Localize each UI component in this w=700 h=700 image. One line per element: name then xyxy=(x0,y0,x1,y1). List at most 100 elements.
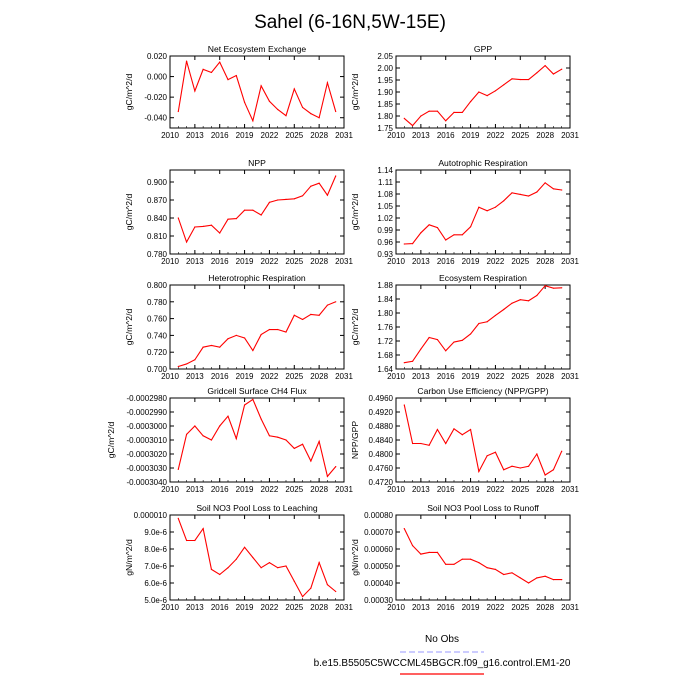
x-tick-label: 2031 xyxy=(561,131,579,140)
data-point xyxy=(335,175,337,177)
data-point xyxy=(210,71,213,74)
y-tick-label: 1.72 xyxy=(377,337,393,346)
data-point xyxy=(285,565,287,567)
y-tick-label: 0.4960 xyxy=(369,394,394,403)
panel-title: Net Ecosystem Exchange xyxy=(208,44,307,54)
data-point xyxy=(511,192,513,194)
y-tick-label: 0.4800 xyxy=(369,450,394,459)
data-point xyxy=(177,468,179,470)
x-tick-label: 2013 xyxy=(186,485,204,494)
data-point xyxy=(243,101,246,103)
data-point xyxy=(494,206,497,208)
panel-title: Carbon Use Efficiency (NPP/GPP) xyxy=(417,386,548,396)
data-point xyxy=(268,562,271,564)
x-tick-label: 2013 xyxy=(186,372,204,381)
data-point xyxy=(194,359,196,361)
data-point xyxy=(268,328,271,331)
y-tick-label: -0.0003040 xyxy=(127,478,168,487)
y-tick-label: 0.780 xyxy=(147,298,168,307)
data-point xyxy=(235,558,237,560)
data-point xyxy=(527,195,530,197)
data-point xyxy=(293,88,295,90)
data-point xyxy=(194,539,196,542)
data-point xyxy=(552,188,555,190)
data-point xyxy=(301,443,304,445)
data-point xyxy=(202,528,204,530)
data-point xyxy=(243,337,246,339)
series-line xyxy=(404,285,562,364)
legend-model-label: b.e15.B5505C5WCCML45BGCR.f09_g16.control… xyxy=(314,658,571,669)
data-point xyxy=(561,189,563,191)
y-tick-label: -0.0003030 xyxy=(127,464,168,473)
x-tick-label: 2010 xyxy=(387,131,405,140)
data-point xyxy=(326,584,329,586)
data-point xyxy=(436,339,439,341)
series-line xyxy=(177,60,337,123)
x-tick-label: 2028 xyxy=(536,131,554,140)
chart-panel: Autotrophic Respiration 2010 2013 2016 2019 2… xyxy=(350,158,579,266)
x-tick-label: 2016 xyxy=(437,485,455,494)
panel-title: Soil NO3 Pool Loss to Leaching xyxy=(196,503,318,513)
data-point xyxy=(536,72,538,74)
x-tick-label: 2025 xyxy=(511,131,529,140)
y-tick-label: 1.64 xyxy=(377,365,393,374)
data-point xyxy=(202,68,204,70)
data-point xyxy=(445,442,447,445)
data-point xyxy=(469,333,472,335)
y-tick-label: 8.0e-6 xyxy=(144,545,167,554)
x-tick-label: 2031 xyxy=(561,485,579,494)
x-tick-label: 2013 xyxy=(186,603,204,612)
data-point xyxy=(285,198,287,200)
data-point xyxy=(310,113,312,115)
data-point xyxy=(277,567,279,569)
y-tick-label: 0.870 xyxy=(147,196,168,205)
x-tick-label: 2013 xyxy=(186,257,204,266)
data-point xyxy=(411,360,414,362)
data-point xyxy=(420,232,422,234)
x-tick-label: 2025 xyxy=(511,485,529,494)
data-point xyxy=(436,551,439,554)
data-point xyxy=(403,528,405,530)
x-tick-label: 2019 xyxy=(462,131,480,140)
y-axis-label: gC/m^2/d xyxy=(350,309,360,346)
x-tick-label: 2025 xyxy=(511,603,529,612)
data-point xyxy=(453,428,455,430)
x-tick-label: 2010 xyxy=(161,257,179,266)
y-tick-label: 1.80 xyxy=(377,309,393,318)
x-tick-label: 2028 xyxy=(310,257,328,266)
x-tick-label: 2025 xyxy=(285,603,303,612)
data-point xyxy=(335,301,337,303)
panel-title: Ecosystem Respiration xyxy=(439,273,527,283)
data-point xyxy=(219,61,221,63)
data-point xyxy=(453,111,455,113)
y-tick-label: 1.85 xyxy=(377,100,393,109)
chart-panel: Heterotrophic Respiration 2010 2013 2016 201… xyxy=(124,273,353,381)
data-point xyxy=(428,224,430,226)
data-point xyxy=(552,73,555,75)
chart-panel: Soil NO3 Pool Loss to Runoff 2010 2013 2016… xyxy=(350,503,579,612)
x-tick-label: 2025 xyxy=(285,485,303,494)
x-tick-label: 2016 xyxy=(211,603,229,612)
y-tick-label: 0.800 xyxy=(147,281,168,290)
data-point xyxy=(277,436,279,438)
y-tick-label: 0.96 xyxy=(377,238,393,247)
data-point xyxy=(318,314,320,316)
data-point xyxy=(301,106,304,109)
data-point xyxy=(503,84,505,86)
y-tick-label: 0.700 xyxy=(147,365,168,374)
data-point xyxy=(469,226,472,228)
x-tick-label: 2031 xyxy=(335,485,353,494)
y-axis-label: NPP/GPP xyxy=(350,421,360,459)
data-point xyxy=(503,469,505,471)
data-point xyxy=(561,579,563,581)
data-point xyxy=(243,209,246,211)
plot-frame xyxy=(169,514,345,601)
data-point xyxy=(268,100,271,102)
data-point xyxy=(227,218,229,220)
data-point xyxy=(335,110,337,113)
data-point xyxy=(235,218,237,220)
data-point xyxy=(318,117,320,119)
data-point xyxy=(318,182,320,184)
y-axis-label: gC/m^2/d xyxy=(124,309,134,346)
data-point xyxy=(285,115,287,117)
